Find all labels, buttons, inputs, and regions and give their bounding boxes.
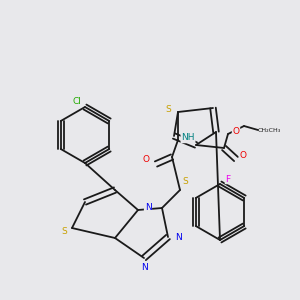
Text: N: N <box>142 263 148 272</box>
Text: O: O <box>239 152 247 160</box>
Text: O: O <box>232 128 239 136</box>
Text: N: N <box>175 232 182 242</box>
Text: Cl: Cl <box>73 98 81 106</box>
Text: S: S <box>61 227 67 236</box>
Text: NH: NH <box>181 134 195 142</box>
Text: S: S <box>182 178 188 187</box>
Text: F: F <box>225 175 231 184</box>
Text: CH₂CH₃: CH₂CH₃ <box>258 128 281 133</box>
Text: N: N <box>145 202 152 211</box>
Text: S: S <box>165 104 171 113</box>
Text: O: O <box>142 154 149 164</box>
